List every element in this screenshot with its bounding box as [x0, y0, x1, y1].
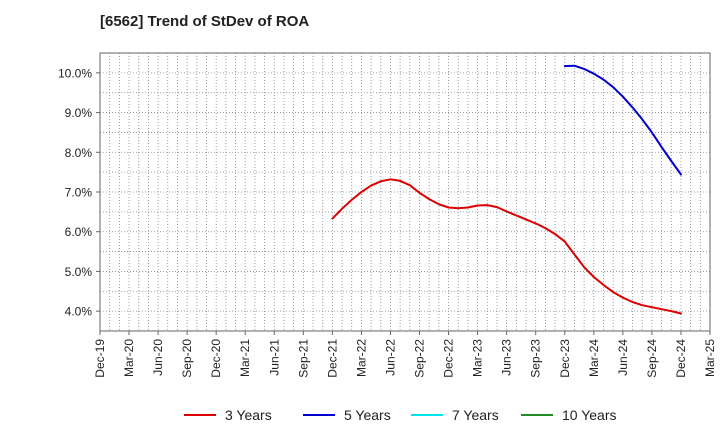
- y-axis: 4.0% 5.0% 6.0% 7.0% 8.0% 9.0% 10.0%: [58, 66, 100, 319]
- x-tick-label: Mar-23: [471, 339, 485, 377]
- x-tick-label: Mar-24: [587, 339, 601, 377]
- series-line-3-years: [331, 178, 682, 315]
- x-tick-label: Sep-23: [529, 339, 543, 378]
- series-lines: [331, 64, 682, 315]
- x-tick-label: Jun-20: [151, 339, 165, 376]
- x-tick-label: Jun-24: [616, 339, 630, 376]
- legend-label: 7 Years: [452, 407, 499, 423]
- y-tick-label: 8.0%: [65, 146, 93, 160]
- x-tick-label: Sep-24: [645, 339, 659, 378]
- legend-swatch: [411, 414, 443, 416]
- x-axis: Dec-19 Mar-20 Jun-20 Sep-20 Dec-20 Mar-21 Jun-…: [93, 331, 717, 378]
- legend-label: 10 Years: [562, 407, 617, 423]
- legend-item: 10 Years: [521, 404, 617, 426]
- x-tick-label: Jun-23: [500, 339, 514, 376]
- y-tick-label: 10.0%: [58, 66, 92, 80]
- x-tick-label: Mar-21: [238, 339, 252, 377]
- legend-item: 3 Years: [184, 404, 272, 426]
- x-tick-label: Dec-19: [93, 339, 107, 378]
- x-tick-label: Mar-20: [122, 339, 136, 377]
- x-tick-label: Sep-22: [413, 339, 427, 378]
- y-tick-label: 4.0%: [65, 305, 93, 319]
- x-tick-label: Dec-20: [209, 339, 223, 378]
- x-tick-label: Dec-21: [325, 339, 339, 378]
- x-tick-label: Jun-22: [383, 339, 397, 376]
- x-tick-label: Jun-21: [267, 339, 281, 376]
- plot-area: [99, 52, 711, 332]
- x-tick-label: Dec-23: [558, 339, 572, 378]
- y-tick-label: 9.0%: [65, 106, 93, 120]
- legend: 3 Years 5 Years 7 Years 10 Years: [0, 404, 720, 426]
- legend-label: 3 Years: [225, 407, 272, 423]
- legend-swatch: [521, 414, 553, 416]
- legend-item: 5 Years: [303, 404, 391, 426]
- chart-title: [6562] Trend of StDev of ROA: [100, 13, 310, 30]
- legend-swatch: [184, 414, 216, 416]
- grid: [100, 53, 710, 331]
- x-tick-label: Dec-22: [442, 339, 456, 378]
- series-line-5-years: [563, 64, 682, 176]
- x-tick-label: Mar-22: [354, 339, 368, 377]
- y-tick-label: 5.0%: [65, 265, 93, 279]
- legend-swatch: [303, 414, 335, 416]
- x-tick-label: Dec-24: [674, 339, 688, 378]
- y-tick-label: 7.0%: [65, 186, 93, 200]
- y-tick-label: 6.0%: [65, 225, 93, 239]
- x-tick-label: Sep-21: [296, 339, 310, 378]
- x-tick-label: Mar-25: [703, 339, 717, 377]
- legend-label: 5 Years: [344, 407, 391, 423]
- legend-item: 7 Years: [411, 404, 499, 426]
- x-tick-label: Sep-20: [180, 339, 194, 378]
